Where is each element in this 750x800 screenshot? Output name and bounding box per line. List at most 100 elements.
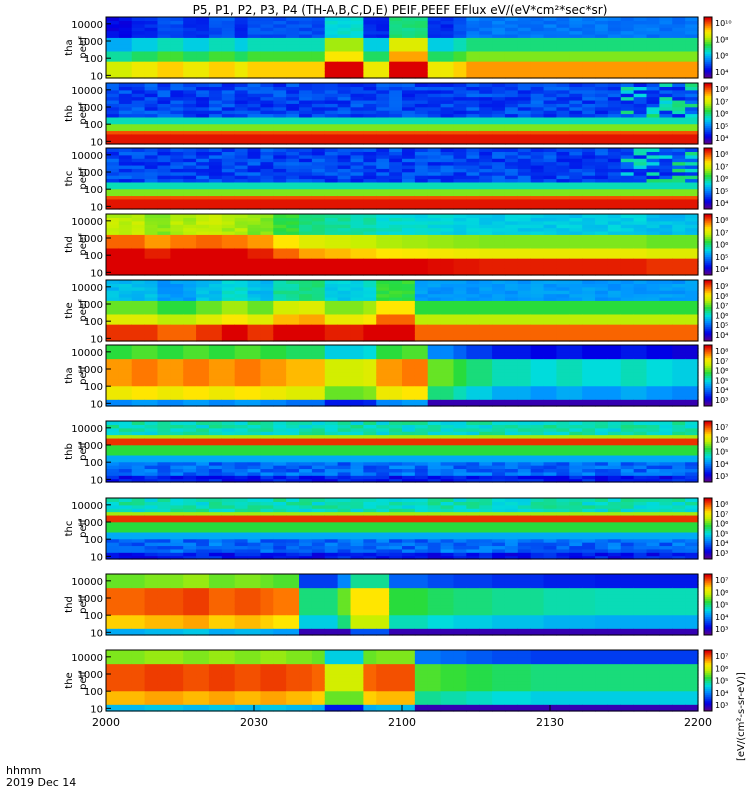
heatmap-cell: [324, 382, 339, 387]
heatmap-cell: [504, 205, 519, 210]
heatmap-cell: [453, 264, 467, 269]
heatmap-cell: [170, 44, 184, 49]
heatmap-cell: [106, 375, 120, 380]
heatmap-cell: [620, 286, 635, 291]
heatmap-cell: [646, 57, 660, 62]
colorbar-segment: [704, 170, 712, 173]
heatmap-cell: [633, 188, 648, 193]
heatmap-cell: [337, 214, 352, 218]
heatmap-cell: [517, 378, 532, 383]
heatmap-cell: [208, 293, 223, 298]
colorbar-segment: [704, 121, 712, 125]
heatmap-cell: [492, 227, 506, 232]
heatmap-cell: [234, 351, 249, 356]
heatmap-cell: [672, 20, 686, 25]
heatmap-cell: [582, 251, 596, 256]
heatmap-cell: [106, 220, 120, 225]
colorbar-frame: [703, 279, 713, 342]
heatmap-cell: [427, 185, 442, 190]
heatmap-cell: [595, 106, 609, 111]
heatmap-cell: [504, 168, 519, 173]
heatmap-cell: [466, 375, 480, 380]
heatmap-cell: [311, 300, 326, 305]
heatmap-cell: [131, 151, 146, 156]
heatmap-cell: [685, 324, 699, 329]
heatmap-cell: [389, 261, 403, 266]
heatmap-cell: [183, 89, 197, 94]
colorbar-segment: [704, 250, 712, 254]
heatmap-cell: [543, 241, 558, 246]
heatmap-cell: [208, 355, 223, 360]
heatmap-cell: [402, 61, 416, 66]
y-tick-label: 10000: [71, 151, 103, 162]
heatmap-cell: [247, 33, 262, 38]
heatmap-cell: [273, 392, 287, 397]
heatmap-cell: [517, 382, 532, 387]
heatmap-cell: [376, 324, 390, 329]
heatmap-cell: [440, 303, 455, 308]
heatmap-cell: [260, 324, 274, 329]
heatmap-cell: [157, 113, 171, 118]
heatmap-cell: [221, 130, 236, 135]
heatmap-cell: [363, 378, 377, 383]
heatmap-cell: [260, 402, 274, 407]
colorbar-segment: [704, 63, 712, 67]
heatmap-cell: [324, 106, 339, 111]
heatmap-cell: [427, 358, 442, 363]
heatmap-cell: [144, 365, 159, 370]
heatmap-cell: [183, 178, 197, 183]
heatmap-cell: [479, 303, 493, 308]
heatmap-cell: [350, 372, 364, 377]
heatmap-cell: [453, 205, 467, 210]
heatmap-cell: [492, 40, 506, 45]
heatmap-cell: [440, 217, 455, 222]
heatmap-cell: [131, 244, 146, 249]
heatmap-cell: [685, 40, 699, 45]
heatmap-cell: [363, 188, 377, 193]
heatmap-cell: [234, 175, 249, 180]
heatmap-cell: [492, 127, 506, 132]
heatmap-cell: [131, 300, 146, 305]
heatmap-cell: [620, 327, 635, 332]
heatmap-cell: [492, 130, 506, 135]
heatmap-cell: [607, 296, 622, 301]
heatmap-cell: [466, 110, 480, 115]
heatmap-cell: [633, 230, 648, 235]
heatmap-cell: [350, 171, 364, 176]
heatmap-cell: [479, 254, 493, 259]
colorbar-segment: [704, 202, 712, 206]
heatmap-cell: [286, 44, 300, 49]
heatmap-cell: [389, 395, 403, 400]
heatmap-cell: [144, 300, 159, 305]
heatmap-cell: [504, 286, 519, 291]
heatmap-cell: [376, 64, 390, 69]
heatmap-cell: [311, 89, 326, 94]
heatmap-cell: [363, 220, 377, 225]
heatmap-cell: [582, 57, 596, 62]
heatmap-cell: [170, 103, 184, 108]
heatmap-cell: [685, 140, 699, 145]
heatmap-cell: [260, 64, 274, 69]
heatmap-cell: [337, 23, 352, 28]
heatmap-cell: [118, 334, 133, 339]
heatmap-cell: [234, 171, 249, 176]
heatmap-cell: [569, 148, 583, 152]
heatmap-cell: [633, 123, 648, 128]
heatmap-cell: [402, 337, 416, 342]
heatmap-cell: [260, 227, 274, 232]
heatmap-cell: [131, 181, 146, 186]
heatmap-cell: [324, 120, 339, 125]
heatmap-cell: [479, 368, 493, 373]
heatmap-cell: [414, 168, 429, 173]
heatmap-cell: [234, 106, 249, 111]
heatmap-cell: [389, 399, 403, 404]
heatmap-cell: [118, 355, 133, 360]
heatmap-cell: [389, 234, 403, 239]
heatmap-cell: [440, 251, 455, 256]
heatmap-cell: [672, 164, 686, 169]
heatmap-cell: [427, 20, 442, 25]
heatmap-cell: [517, 154, 532, 159]
heatmap-cell: [131, 103, 146, 108]
heatmap-cell: [157, 61, 171, 66]
heatmap-cell: [118, 296, 133, 301]
